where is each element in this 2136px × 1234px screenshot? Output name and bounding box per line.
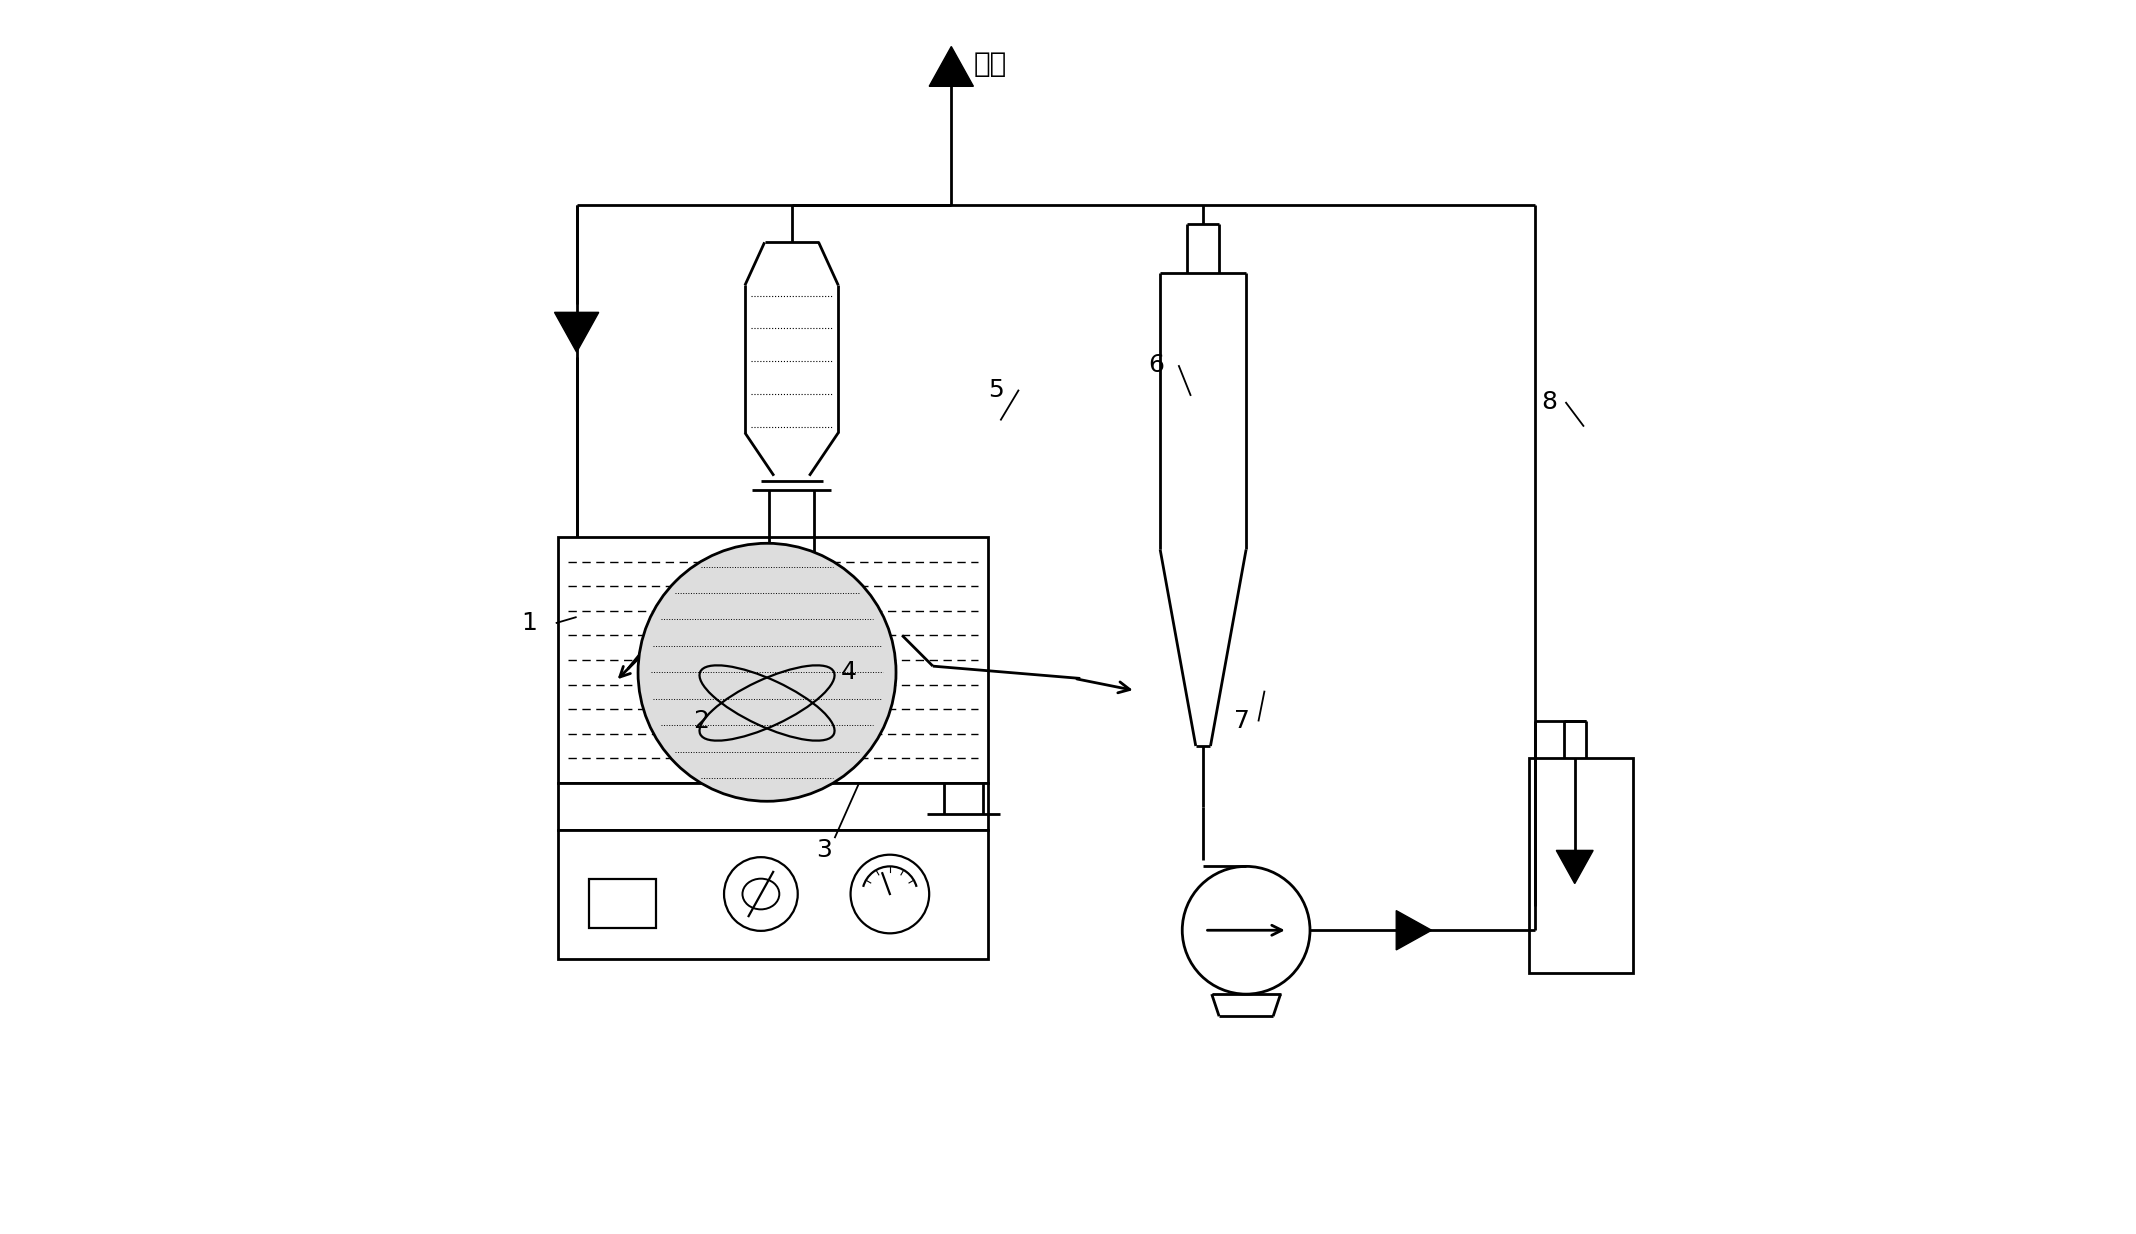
Text: 放空: 放空 (974, 51, 1006, 78)
Bar (590, 879, 656, 928)
Circle shape (724, 858, 797, 930)
Bar (557, 537, 989, 782)
Text: 1: 1 (521, 611, 538, 636)
Text: 7: 7 (1235, 710, 1250, 733)
Text: 8: 8 (1540, 390, 1557, 415)
Circle shape (1181, 866, 1309, 995)
Polygon shape (1397, 911, 1431, 950)
Circle shape (850, 855, 929, 933)
Text: 4: 4 (842, 660, 857, 685)
Bar (557, 829, 989, 959)
Bar (557, 782, 989, 829)
Text: 3: 3 (816, 838, 833, 863)
Bar (1529, 758, 1634, 974)
Text: 5: 5 (989, 378, 1004, 402)
Polygon shape (1557, 850, 1593, 884)
Circle shape (639, 543, 895, 801)
Polygon shape (555, 312, 598, 352)
Text: 6: 6 (1147, 353, 1164, 378)
Polygon shape (929, 47, 974, 86)
Text: 2: 2 (694, 710, 709, 733)
